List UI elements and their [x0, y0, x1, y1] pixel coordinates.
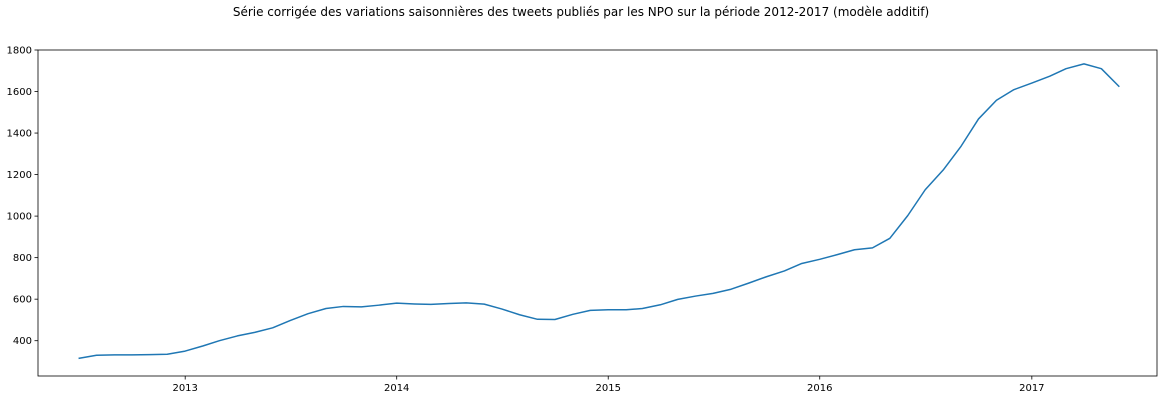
y-tick-label: 1000 — [7, 212, 32, 223]
y-tick-label: 1800 — [7, 46, 32, 57]
x-tick-label: 2016 — [807, 383, 832, 394]
y-tick-label: 800 — [13, 253, 32, 264]
series-line — [78, 63, 1120, 360]
chart-title: Série corrigée des variations saisonnièr… — [232, 5, 930, 19]
y-tick-label: 1200 — [7, 170, 32, 181]
x-tick-label: 2013 — [172, 383, 197, 394]
x-tick-label: 2015 — [595, 383, 620, 394]
y-tick-label: 1600 — [7, 87, 32, 98]
y-tick-label: 1400 — [7, 129, 32, 140]
y-tick-label: 600 — [13, 295, 32, 306]
x-tick-label: 2017 — [1019, 383, 1044, 394]
plot-frame — [37, 49, 1158, 377]
axis-ticks: 400 600 800 1000 1200 1400 1600 1800 2013 2014 201… — [7, 46, 1045, 395]
y-tick-label: 400 — [13, 336, 32, 347]
x-tick-label: 2014 — [384, 383, 409, 394]
series-layer — [78, 63, 1120, 360]
